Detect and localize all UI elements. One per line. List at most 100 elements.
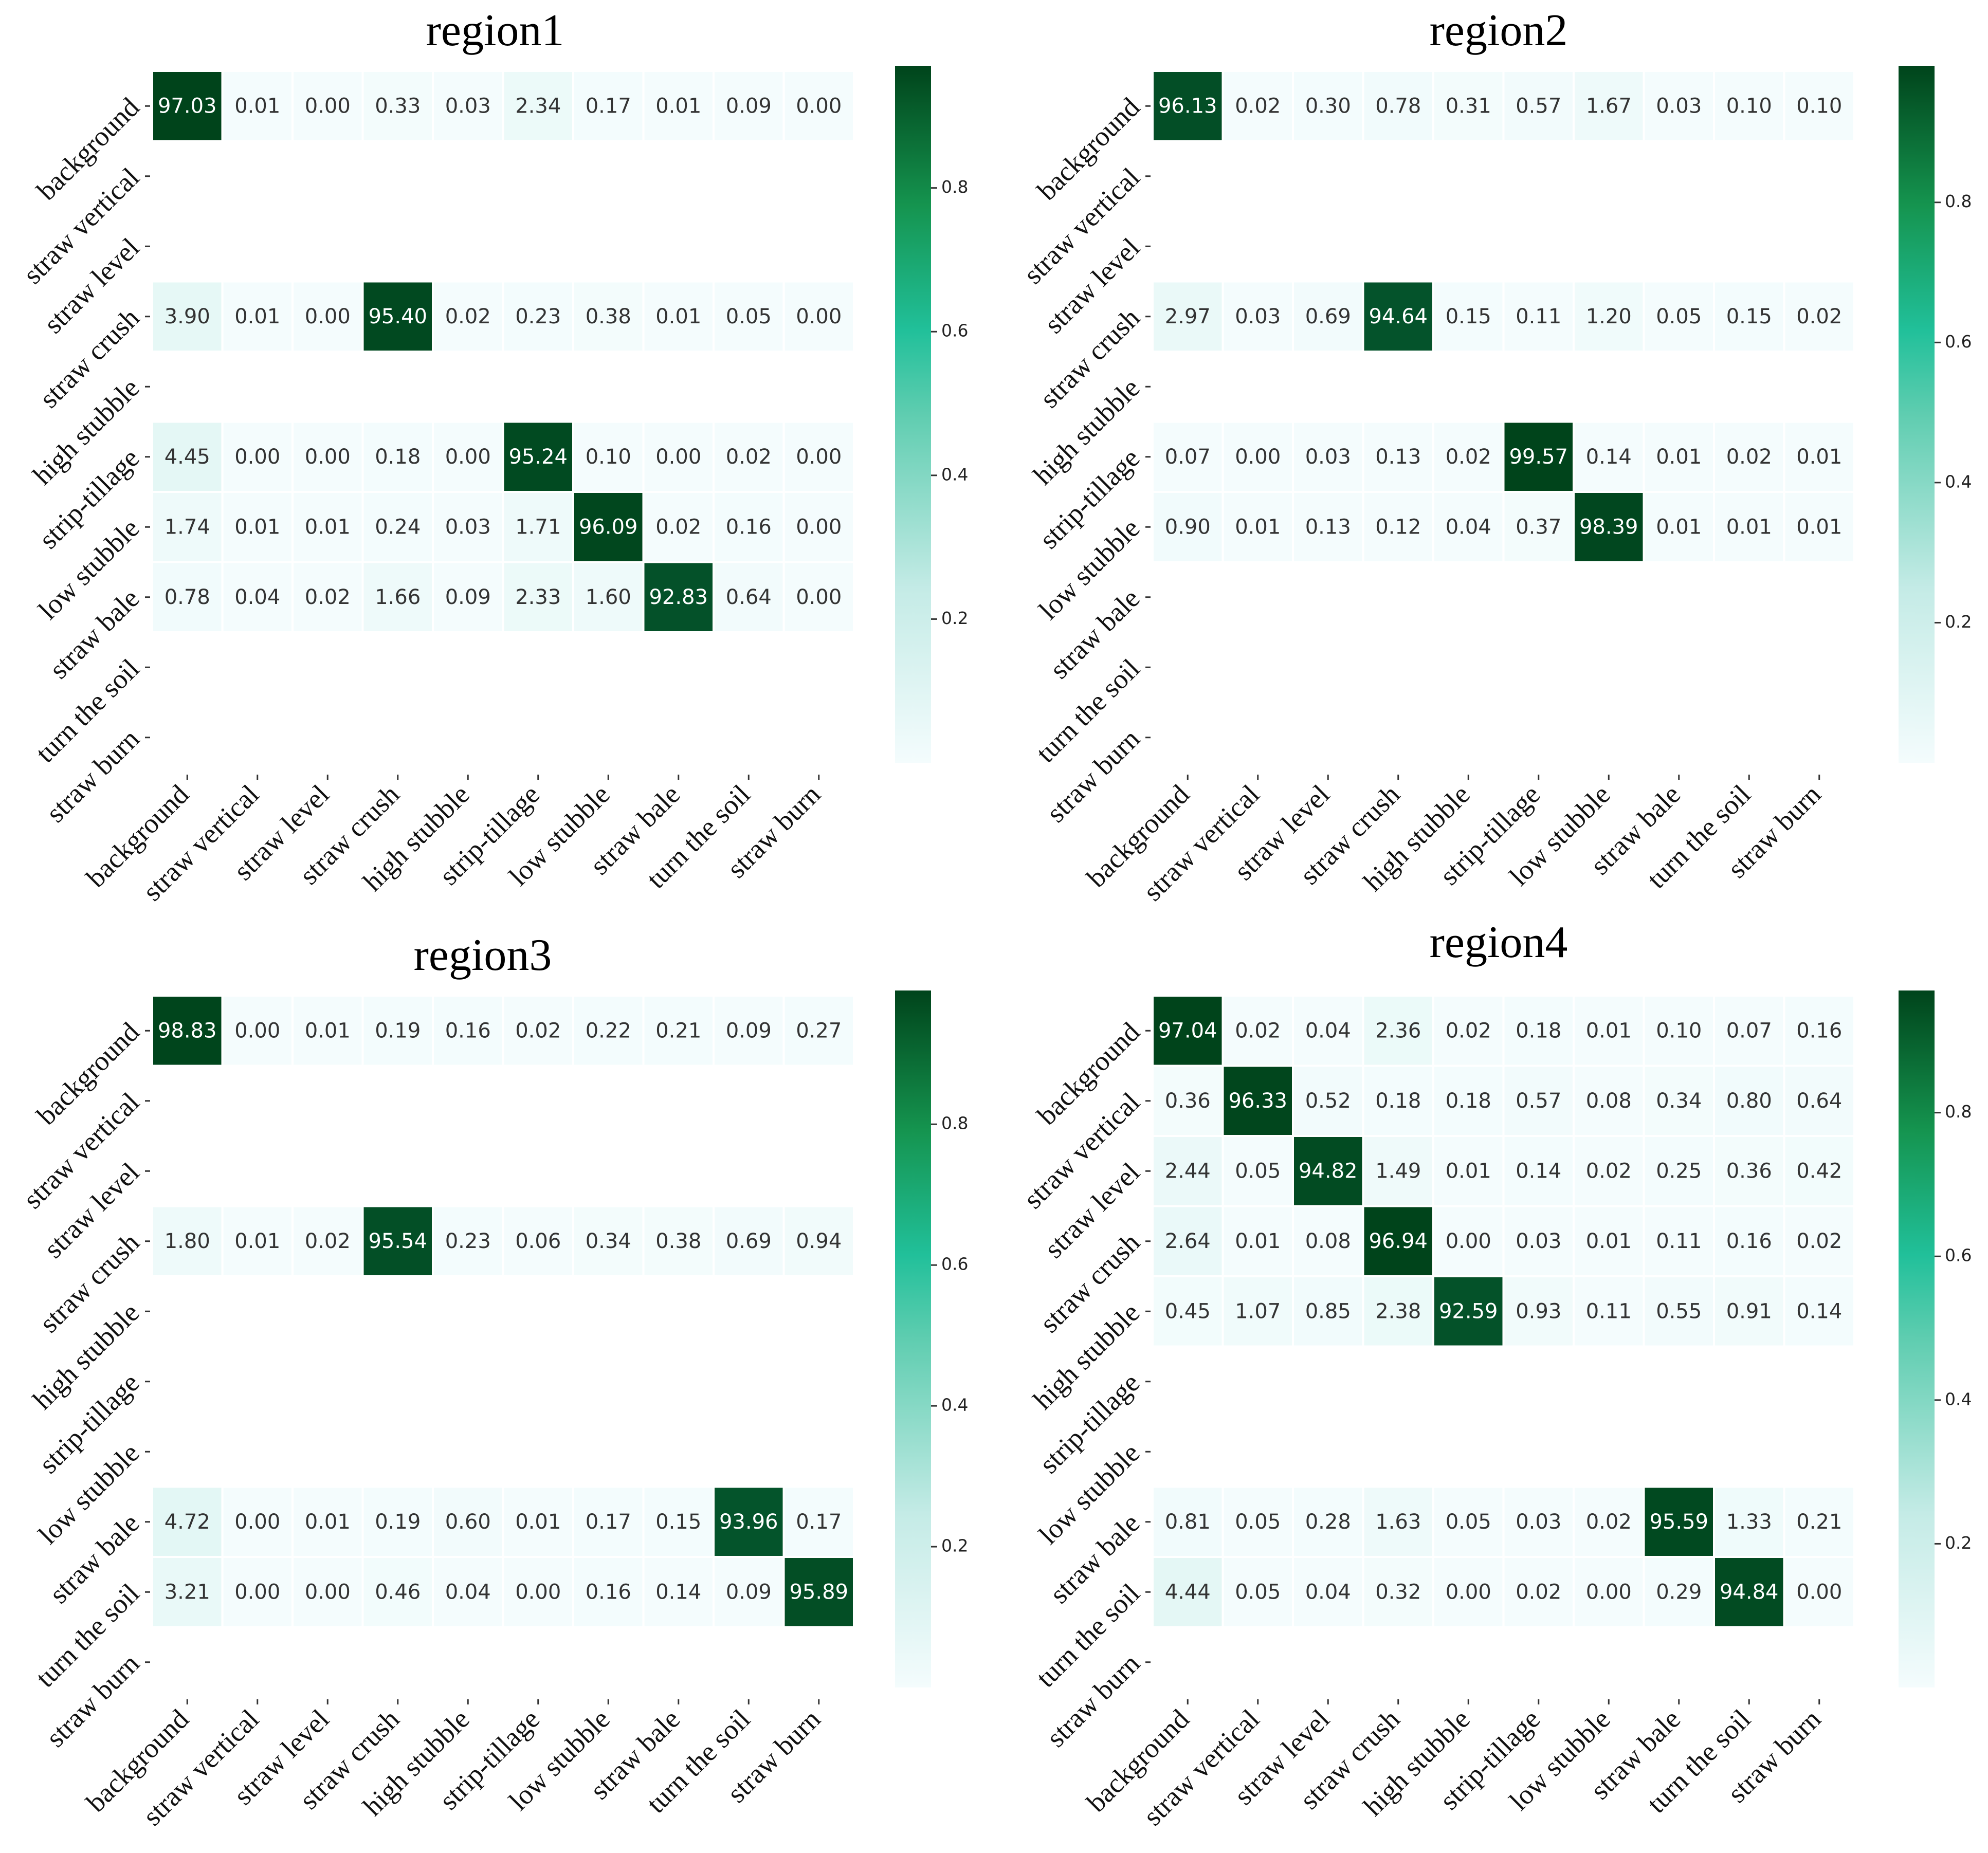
cell-value: 2.97	[1165, 305, 1211, 328]
heatmap-cell	[1294, 1558, 1362, 1626]
heatmap-row: 3.21 0.00 0.00 0.46 0.04 0.00 0.16 0.14 0.09 95.8…	[153, 1558, 853, 1626]
cell-value: 0.57	[1516, 1089, 1561, 1113]
cell-value: 3.90	[165, 305, 210, 328]
heatmap-cell	[1364, 282, 1432, 351]
cell-value: 94.84	[1720, 1580, 1779, 1604]
heatmap-row: 0.07 0.00 0.03 0.13 0.02 99.57 0.14 0.01 0.02 0.0…	[1154, 423, 1853, 491]
cell-value: 96.94	[1369, 1230, 1428, 1253]
cell-value: 2.33	[515, 585, 561, 609]
heatmap-cell	[785, 282, 853, 351]
cell-value: 0.10	[1796, 94, 1842, 118]
cell-value: 0.22	[586, 1019, 631, 1042]
heatmap-row: 0.81 0.05 0.28 1.63 0.05 0.03 0.02 95.59 1.33 0.2…	[1154, 1488, 1853, 1556]
heatmap-cell	[1364, 1277, 1432, 1346]
heatmap-cell	[1504, 282, 1573, 351]
heatmap-cell	[153, 997, 222, 1065]
heatmap-cell	[1785, 72, 1853, 140]
cell-value: 0.01	[305, 1510, 351, 1534]
heatmap-panel-4: region4 97.04 0.02 0.04 2.36 0.02 0.18 0.01 0.10…	[1017, 918, 1972, 1831]
cell-value: 0.04	[1305, 1580, 1351, 1604]
cell-value: 0.02	[515, 1019, 561, 1042]
heatmap-cell	[1504, 423, 1573, 491]
heatmap-row: 0.90 0.01 0.13 0.12 0.04 0.37 98.39 0.01 0.01 0.0…	[1154, 493, 1853, 561]
cell-value: 0.00	[1446, 1580, 1491, 1604]
cell-value: 0.11	[1586, 1299, 1632, 1323]
cell-value: 2.44	[1165, 1159, 1211, 1183]
cell-value: 0.05	[726, 305, 772, 328]
cell-value: 0.31	[1446, 94, 1491, 118]
panel-title: region4	[1430, 918, 1568, 967]
cell-value: 97.04	[1158, 1019, 1217, 1042]
heatmap-cell	[1154, 282, 1222, 351]
colorbar-tick-label: 0.2	[1945, 1533, 1972, 1553]
heatmap-cell	[434, 997, 502, 1065]
cell-value: 0.02	[1796, 305, 1842, 328]
heatmap-cell	[1785, 1067, 1853, 1135]
cell-value: 0.02	[1446, 1019, 1491, 1042]
heatmap-cell	[574, 997, 643, 1065]
heatmap-row: 98.83 0.00 0.01 0.19 0.16 0.02 0.22 0.21 0.09 0.2…	[153, 997, 853, 1065]
heatmap-cell	[1154, 1137, 1222, 1205]
cell-value: 3.21	[165, 1580, 210, 1604]
heatmap-cell	[1715, 1067, 1783, 1135]
heatmap-cell	[363, 563, 432, 631]
cell-value: 0.01	[1656, 515, 1702, 539]
cell-value: 0.02	[1235, 94, 1281, 118]
heatmap-cell	[1715, 423, 1783, 491]
cell-value: 0.30	[1305, 94, 1351, 118]
cell-value: 95.40	[368, 305, 427, 328]
heatmap-cell	[1715, 72, 1783, 140]
heatmap-cell	[1224, 997, 1292, 1065]
cell-value: 0.38	[655, 1230, 701, 1253]
cell-value: 96.09	[579, 515, 638, 539]
cell-value: 1.66	[375, 585, 421, 609]
heatmap-cell	[644, 493, 713, 561]
heatmap-cell	[1575, 997, 1643, 1065]
cell-value: 0.00	[234, 1510, 280, 1534]
cell-value: 0.01	[1235, 1230, 1281, 1253]
heatmap-cell	[1154, 997, 1222, 1065]
cell-value: 0.00	[796, 445, 842, 469]
heatmap-cell	[1294, 1067, 1362, 1135]
heatmap-cell	[504, 423, 572, 491]
cell-value: 0.81	[1165, 1510, 1211, 1534]
heatmap-cell	[504, 493, 572, 561]
heatmap-cell	[644, 997, 713, 1065]
cell-value: 0.00	[305, 1580, 351, 1604]
heatmap-row: 96.13 0.02 0.30 0.78 0.31 0.57 1.67 0.03 0.10 0.1…	[1154, 72, 1853, 140]
heatmap-cell	[153, 493, 222, 561]
heatmap-cell	[1575, 282, 1643, 351]
cell-value: 0.45	[1165, 1299, 1211, 1323]
cell-value: 94.82	[1299, 1159, 1358, 1183]
cell-value: 0.00	[234, 1580, 280, 1604]
cell-value: 0.15	[655, 1510, 701, 1534]
cell-value: 0.00	[305, 305, 351, 328]
heatmap-cell	[715, 493, 783, 561]
colorbar-tick-label: 0.4	[941, 1395, 968, 1415]
cell-value: 0.01	[1726, 515, 1772, 539]
cell-value: 0.64	[1796, 1089, 1842, 1113]
heatmap-cell	[1504, 493, 1573, 561]
cell-value: 0.01	[234, 1230, 280, 1253]
heatmap-cell	[294, 282, 362, 351]
cell-value: 0.00	[234, 445, 280, 469]
colorbar-tick-label: 0.4	[941, 464, 968, 484]
heatmap-cell	[1575, 72, 1643, 140]
heatmap-row: 4.72 0.00 0.01 0.19 0.60 0.01 0.17 0.15 93.96 0.1…	[153, 1488, 853, 1556]
cell-value: 0.02	[1726, 445, 1772, 469]
heatmap-cell	[1294, 1488, 1362, 1556]
heatmap-cell	[1294, 997, 1362, 1065]
cell-value: 0.04	[234, 585, 280, 609]
heatmap-cell	[1224, 493, 1292, 561]
cell-value: 0.21	[1796, 1510, 1842, 1534]
heatmap-cell	[1785, 423, 1853, 491]
cell-value: 0.55	[1656, 1299, 1702, 1323]
heatmap-cell	[434, 72, 502, 140]
cell-value: 0.10	[1656, 1019, 1702, 1042]
heatmap-cell	[644, 423, 713, 491]
heatmap-row: 4.45 0.00 0.00 0.18 0.00 95.24 0.10 0.00 0.02 0.0…	[153, 423, 853, 491]
